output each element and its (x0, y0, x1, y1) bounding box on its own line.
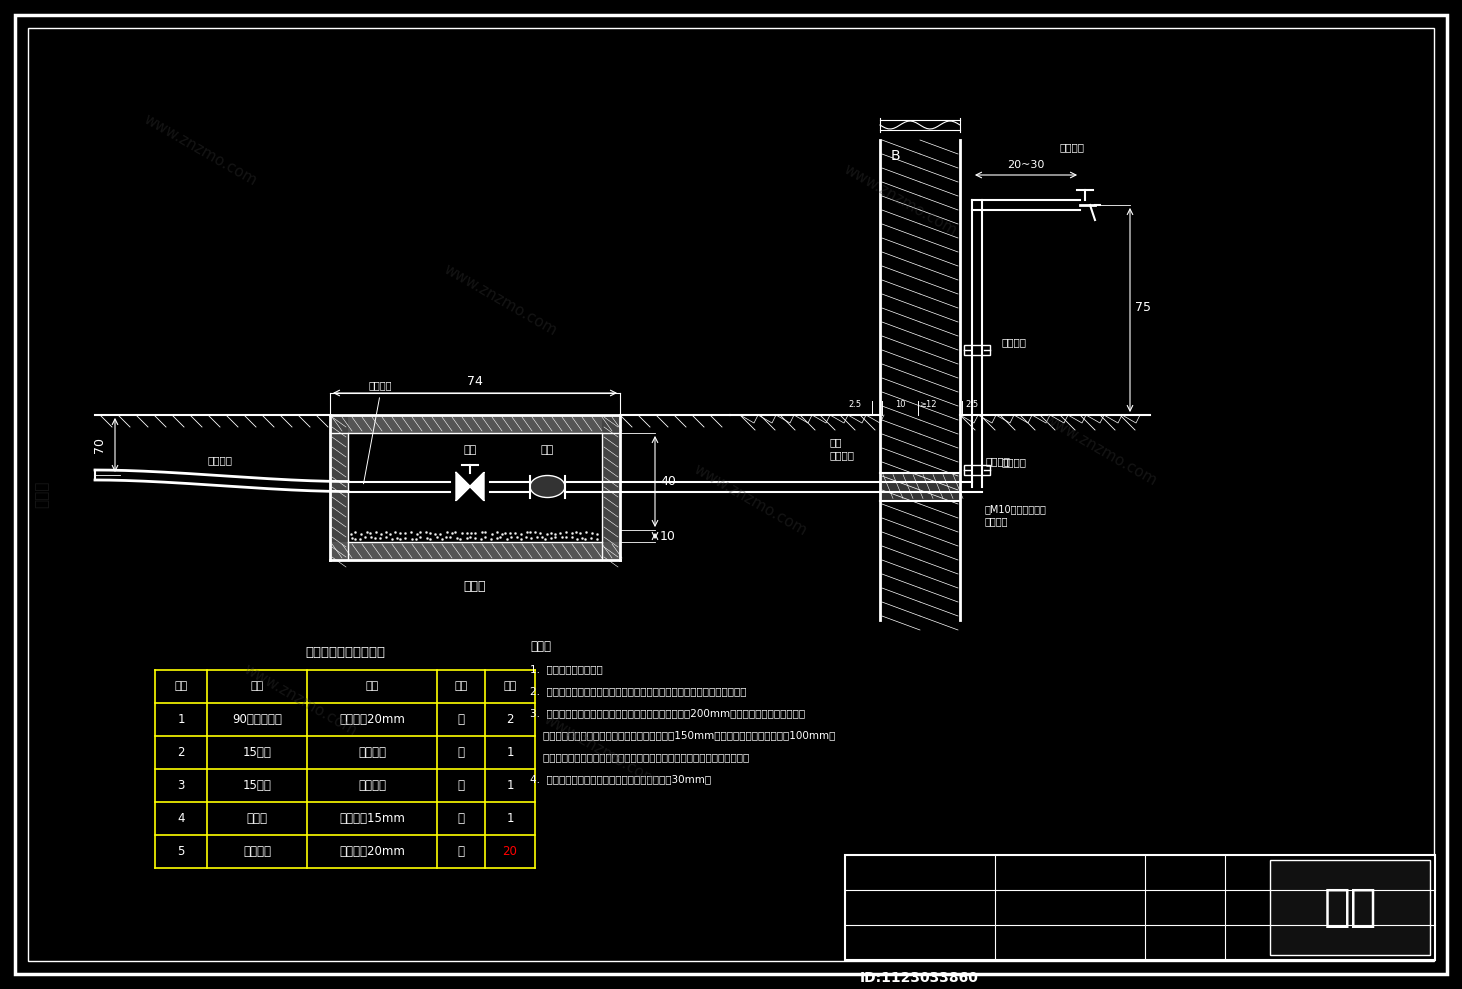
Text: 70: 70 (94, 437, 107, 453)
Text: 个: 个 (458, 713, 465, 726)
Text: 塑料弯头: 塑料弯头 (208, 455, 232, 465)
Text: www.znzmo.com: www.znzmo.com (841, 161, 959, 238)
Text: 数量: 数量 (503, 681, 516, 691)
Text: www.znzmo.com: www.znzmo.com (140, 112, 259, 189)
Text: 5: 5 (177, 845, 184, 858)
Text: ≥12: ≥12 (920, 400, 937, 409)
Text: 知禾网: 知禾网 (35, 481, 50, 507)
Text: 个: 个 (458, 779, 465, 792)
Text: 名称: 名称 (250, 681, 263, 691)
Text: 个: 个 (458, 746, 465, 759)
Text: 公称直径20mm: 公称直径20mm (339, 845, 405, 858)
Text: 入户水龙头配套装置表: 入户水龙头配套装置表 (306, 646, 385, 659)
Text: 公称直径20mm: 公称直径20mm (339, 713, 405, 726)
Text: 立管卡子: 立管卡子 (1001, 457, 1026, 467)
Text: 1: 1 (506, 746, 513, 759)
Text: 丝口闸阀: 丝口闸阀 (358, 779, 386, 792)
Text: 2.5: 2.5 (848, 400, 861, 409)
Bar (602, 415, 620, 560)
Text: 水表池: 水表池 (463, 580, 487, 593)
Bar (330, 415, 348, 560)
Text: B: B (890, 149, 899, 163)
Text: 40: 40 (659, 475, 675, 488)
Text: 4: 4 (177, 812, 184, 825)
Text: 15水表: 15水表 (243, 746, 272, 759)
Text: 10: 10 (659, 529, 675, 543)
Text: 74: 74 (466, 375, 482, 388)
Text: 公称直径15mm: 公称直径15mm (339, 812, 405, 825)
Text: 规格: 规格 (366, 681, 379, 691)
Text: 套管外端须做泛水坡。某端端套管一端距达外侧150mm；穿墙套管另一端距达外侧100mm。: 套管外端须做泛水坡。某端端套管一端距达外侧150mm；穿墙套管另一端距达外侧10… (531, 730, 835, 740)
Text: 用M10水泥砂浆封口: 用M10水泥砂浆封口 (985, 504, 1047, 514)
Text: 米: 米 (458, 845, 465, 858)
Text: 1.  图中尺寸以毫米计。: 1. 图中尺寸以毫米计。 (531, 664, 602, 674)
Text: 粘土: 粘土 (830, 437, 842, 447)
Ellipse shape (531, 476, 564, 497)
Text: 立管卡子: 立管卡子 (1001, 337, 1026, 347)
Text: www.znzmo.com: www.znzmo.com (541, 711, 659, 788)
Text: 3: 3 (177, 779, 184, 792)
Text: 管钳专头: 管钳专头 (1060, 142, 1085, 152)
Text: 说明：: 说明： (531, 640, 551, 653)
Polygon shape (456, 473, 469, 500)
Bar (963, 465, 990, 475)
Text: 旋翼湿式: 旋翼湿式 (358, 746, 386, 759)
Text: www.znzmo.com: www.znzmo.com (440, 261, 560, 338)
Text: 3.  水管通过水表池池壁需（钢）管，地面以上管口留距200mm，有钢筋束绑（图）备查。: 3. 水管通过水表池池壁需（钢）管，地面以上管口留距200mm，有钢筋束绑（图）… (531, 708, 806, 718)
Polygon shape (469, 473, 484, 500)
Text: 2.  入户水管地面以上使用镀锌铁管工程施工按当地规范及操作规程交叉处。: 2. 入户水管地面以上使用镀锌铁管工程施工按当地规范及操作规程交叉处。 (531, 686, 747, 696)
Bar (845, 855, 1436, 960)
Bar (880, 473, 961, 500)
Text: 进水管与套管之间用沙棉。用水管与套管之间的钢筋束绑控断后恢复原样。: 进水管与套管之间用沙棉。用水管与套管之间的钢筋束绑控断后恢复原样。 (531, 752, 749, 762)
Text: 15闸门: 15闸门 (243, 779, 272, 792)
Text: 2: 2 (177, 746, 184, 759)
Text: 水表: 水表 (541, 445, 554, 455)
Text: www.znzmo.com: www.znzmo.com (690, 462, 810, 539)
Text: 20: 20 (503, 845, 518, 858)
Text: www.znzmo.com: www.znzmo.com (1041, 411, 1159, 489)
Text: 75: 75 (1135, 301, 1151, 314)
Text: 序号: 序号 (174, 681, 187, 691)
Text: 单位: 单位 (455, 681, 468, 691)
Bar (1270, 860, 1430, 955)
Text: www.znzmo.com: www.znzmo.com (241, 662, 360, 739)
Text: 穿墙套管: 穿墙套管 (985, 516, 1009, 526)
Text: ID:1123033860: ID:1123033860 (860, 971, 980, 985)
Text: 90度塑料弯头: 90度塑料弯头 (232, 713, 282, 726)
Text: 阀门: 阀门 (463, 445, 477, 455)
Text: 管道弯管: 管道弯管 (368, 380, 392, 390)
Bar (330, 415, 620, 433)
Text: 管钳专头: 管钳专头 (985, 457, 1010, 467)
Text: 1: 1 (506, 779, 513, 792)
Text: 1: 1 (506, 812, 513, 825)
Text: 知未: 知未 (1323, 886, 1377, 929)
Text: 20~30: 20~30 (1007, 160, 1045, 170)
Text: 个: 个 (458, 812, 465, 825)
Text: 2: 2 (506, 713, 513, 726)
Text: 10: 10 (895, 400, 905, 409)
Bar (963, 345, 990, 355)
Text: 4.  室外地面以上水管套管需做，保温材料厚度为30mm。: 4. 室外地面以上水管套管需做，保温材料厚度为30mm。 (531, 774, 711, 784)
Bar (330, 542, 620, 560)
Text: 2.5: 2.5 (965, 400, 978, 409)
Text: 入户水管: 入户水管 (243, 845, 270, 858)
Text: 沥青油麻: 沥青油麻 (830, 450, 855, 460)
Text: 1: 1 (177, 713, 184, 726)
Text: 铜龙头: 铜龙头 (247, 812, 268, 825)
